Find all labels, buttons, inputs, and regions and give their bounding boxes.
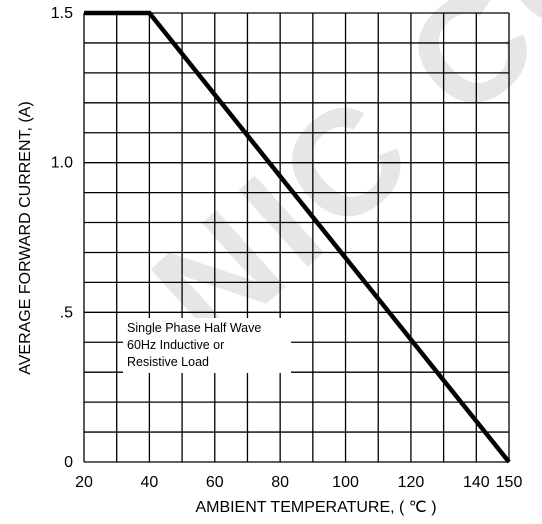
x-tick-label: 120	[398, 474, 425, 491]
y-axis-title: AVERAGE FORWARD CURRENT, (A)	[17, 101, 34, 375]
annotation-line-2: 60Hz Inductive or	[127, 338, 225, 352]
x-tick-label: 40	[140, 474, 158, 491]
x-tick-labels: 20 40 60 80 100 120 140 150	[75, 474, 522, 491]
y-tick-label: 1.0	[51, 155, 73, 172]
x-tick-label: 150	[496, 474, 523, 491]
x-tick-label: 140	[463, 474, 490, 491]
y-tick-labels: 0 .5 1.0 1.5	[51, 5, 73, 471]
x-axis-title: AMBIENT TEMPERATURE, ( ℃ )	[195, 499, 436, 516]
x-tick-label: 20	[75, 474, 93, 491]
y-tick-label: .5	[60, 304, 73, 321]
x-tick-label: 60	[206, 474, 224, 491]
annotation-box: Single Phase Half Wave 60Hz Inductive or…	[123, 318, 291, 373]
y-tick-label: 0	[64, 454, 73, 471]
annotation-line-1: Single Phase Half Wave	[127, 321, 262, 335]
y-tick-label: 1.5	[51, 5, 73, 22]
series-line	[84, 10, 511, 464]
grid	[83, 12, 510, 463]
x-tick-label: 80	[271, 474, 289, 491]
annotation-line-3: Resistive Load	[127, 355, 209, 369]
series-line-group	[84, 10, 511, 464]
x-tick-label: 100	[332, 474, 359, 491]
